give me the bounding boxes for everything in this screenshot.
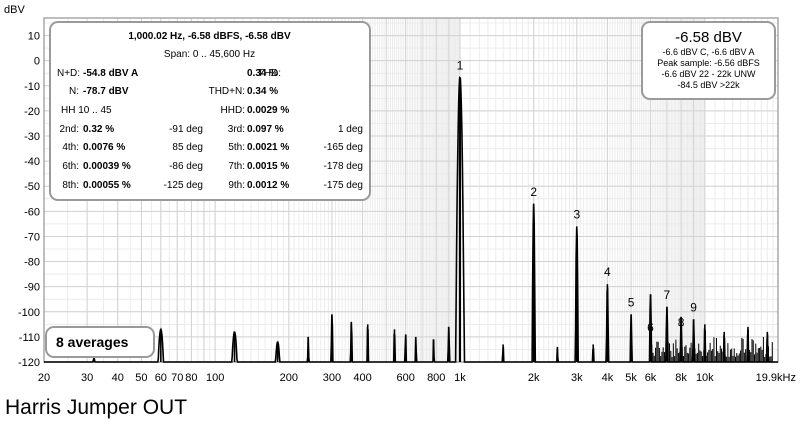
harmonic-phase: -91 deg [169,124,203,135]
level-main: -6.58 dBV [675,29,742,46]
y-tick-label: -40 [24,156,40,168]
x-tick-label: 600 [396,372,414,384]
nd-label: N+D: [57,68,81,79]
x-tick-label: 200 [280,372,298,384]
harmonic-value: 0.0012 % [247,180,290,191]
harmonic-value: 0.0015 % [247,161,290,172]
level-weighted: -6.6 dBV C, -6.6 dBV A [662,47,755,57]
n-label: N: [69,86,79,97]
y-tick-label: -70 [24,231,40,243]
thdn-label: THD+N: [208,86,245,97]
harmonic-label: 9 [690,300,697,314]
y-tick-label: -110 [19,332,40,344]
x-tick-label: 19.9kHz [756,372,796,384]
x-tick-label: 3k [571,372,583,384]
harmonic-label: 7th: [228,161,245,172]
thd-value: 0.34 % [247,68,279,79]
harmonic-label: 6th: [62,161,79,172]
n-value: -78.7 dBV [83,86,129,97]
harmonic-label: 5th: [228,142,245,153]
harmonic-label: 3 [573,207,580,221]
spectrum-trace [44,75,778,363]
x-tick-label: 10k [696,372,714,384]
harmonic-label: 5 [628,295,635,309]
harmonic-label: 3rd: [227,124,245,135]
harmonic-phase: -165 deg [323,142,363,153]
x-tick-label: 40 [112,372,124,384]
y-axis-label: dBV [4,4,25,16]
harmonic-phase: -178 deg [323,161,363,172]
thd-label: THD: [257,68,281,79]
grid [43,18,778,363]
harmonic-phase: 85 deg [172,142,203,153]
level-peak-sample: Peak sample: -6.56 dBFS [657,58,760,68]
harmonic-label: 8th: [62,180,79,191]
y-tick-label: -120 [18,357,40,369]
harmonic-labels: 1 2 3 4 56 789 [457,58,698,334]
harmonic-value: 0.0021 % [247,142,290,153]
thdn-value: 0.34 % [247,86,279,97]
x-tick-label: 6k [645,372,657,384]
harmonic-label: 7 [664,288,671,302]
nd-value: -54.8 dBV A [83,68,139,79]
x-tick-label: 20 [38,372,50,384]
x-tick-label: 60 [155,372,167,384]
stats-span: Span: 0 .. 45,600 Hz [163,49,256,60]
x-tick-labels: 20 30 40 50 60 70 80 100 200 300 400 600 800 1k 2k 3k 4k… [38,372,796,384]
x-tick-label: 1k [454,372,466,384]
x-tick-label: 8k [675,372,687,384]
x-tick-label: 50 [135,372,147,384]
x-tick-label: 70 [171,372,183,384]
harmonic-label: 8 [678,315,685,329]
harmonic-value: 0.00039 % [83,161,131,172]
harmonic-label: 6 [647,320,654,334]
harmonic-label: 1 [457,58,464,72]
y-tick-label: -20 [24,106,40,118]
harmonic-label: 4 [604,265,611,279]
y-tick-label: -30 [24,131,40,143]
x-tick-label: 5k [625,372,637,384]
x-tick-label: 2k [528,372,540,384]
y-tick-label: -60 [24,206,40,218]
y-tick-label: 0 [34,56,40,68]
averages-text: 8 averages [56,334,129,350]
x-tick-label: 4k [602,372,614,384]
hhd-value: 0.0029 % [247,105,290,116]
x-tick-label: 800 [427,372,445,384]
y-tick-label: -50 [24,181,40,193]
x-tick-label: 100 [206,372,224,384]
harmonic-value: 0.00055 % [83,180,131,191]
harmonic-value: 0.0076 % [83,142,126,153]
harmonic-label: 9th: [228,180,245,191]
caption: Harris Jumper OUT [5,396,188,419]
y-tick-label: -80 [24,257,40,269]
y-tick-label: 10 [28,31,40,43]
averages-badge: 8 averages [45,326,155,358]
harmonic-label: 2 [530,185,537,199]
x-tick-label: 80 [185,372,197,384]
harmonic-phase: -86 deg [169,161,203,172]
x-tick-label: 30 [81,372,93,384]
harmonic-value: 0.32 % [83,124,115,135]
x-tick-label: 300 [323,372,341,384]
y-tick-label: -90 [24,282,40,294]
harmonic-phase: -125 deg [163,180,203,191]
harmonic-label: 2nd: [59,124,79,135]
stats-header: 1,000.02 Hz, -6.58 dBFS, -6.58 dBV [128,31,291,42]
stats-panel: 1,000.02 Hz, -6.58 dBFS, -6.58 dBV Span:… [49,21,371,201]
level-panel: -6.58 dBV -6.6 dBV C, -6.6 dBV A Peak sa… [641,21,776,100]
y-tick-label: -100 [18,307,40,319]
harmonic-phase: 1 deg [337,124,363,135]
harmonic-value: 0.097 % [247,124,284,135]
hh-range: HH 10 .. 45 [61,105,112,116]
level-above-22k: -84.5 dBV >22k [677,80,740,90]
harmonic-label: 4th: [62,142,79,153]
y-tick-labels: 10 0 -10 -20 -30 -40 -50 -60 -70 -80 -90 -100 -110 -1… [18,31,40,369]
harmonic-phase: -175 deg [323,180,363,191]
level-unweighted: -6.6 dBV 22 - 22k UNW [661,69,756,79]
x-tick-label: 400 [353,372,371,384]
hhd-label: HHD: [220,105,245,116]
y-tick-label: -10 [24,81,40,93]
